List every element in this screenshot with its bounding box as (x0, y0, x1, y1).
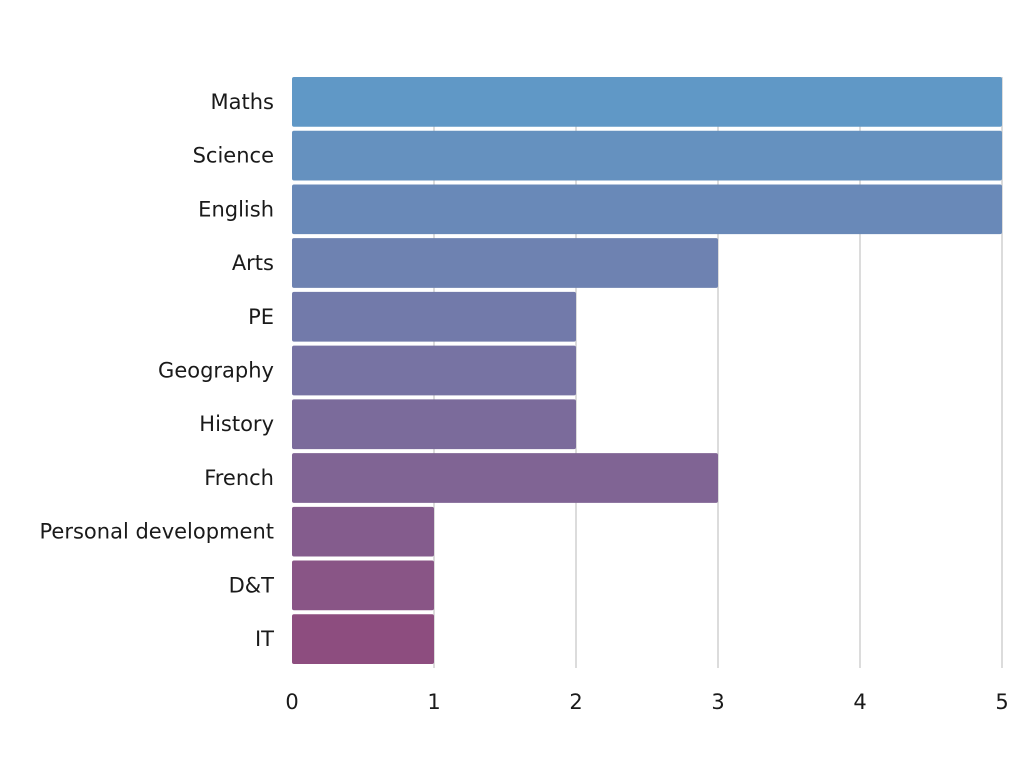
bar-science (292, 130, 1002, 181)
category-label-arts: Arts (232, 251, 274, 275)
category-label-maths: Maths (211, 90, 274, 114)
category-label-history: History (199, 412, 274, 436)
category-label-french: French (204, 466, 274, 490)
category-label-science: Science (193, 144, 274, 168)
x-tick-label-5: 5 (995, 690, 1008, 714)
category-label-d-t: D&T (229, 573, 275, 597)
bar-geography (292, 345, 576, 396)
category-labels: Maths Science English Arts PE Geography Histor… (40, 90, 275, 651)
x-tick-label-3: 3 (711, 690, 724, 714)
bar-arts (292, 238, 718, 288)
category-label-it: IT (255, 627, 274, 651)
bar-english (292, 184, 1002, 235)
x-tick-label-1: 1 (427, 690, 440, 714)
bars (292, 77, 1002, 664)
category-label-english: English (198, 197, 274, 221)
x-tick-label-4: 4 (853, 690, 866, 714)
x-tick-label-2: 2 (569, 690, 582, 714)
bar-french (292, 453, 718, 503)
bar-personal-development (292, 506, 434, 557)
bar-it (292, 614, 434, 664)
category-label-personal-development: Personal development (40, 520, 274, 544)
bar-pe (292, 291, 576, 342)
category-label-geography: Geography (158, 359, 274, 383)
bar-history (292, 399, 576, 450)
bar-maths (292, 77, 1002, 127)
x-axis-ticks: 0 1 2 3 4 5 (285, 690, 1008, 714)
category-label-pe: PE (248, 305, 274, 329)
bar-d-t (292, 560, 434, 611)
x-tick-label-0: 0 (285, 690, 298, 714)
